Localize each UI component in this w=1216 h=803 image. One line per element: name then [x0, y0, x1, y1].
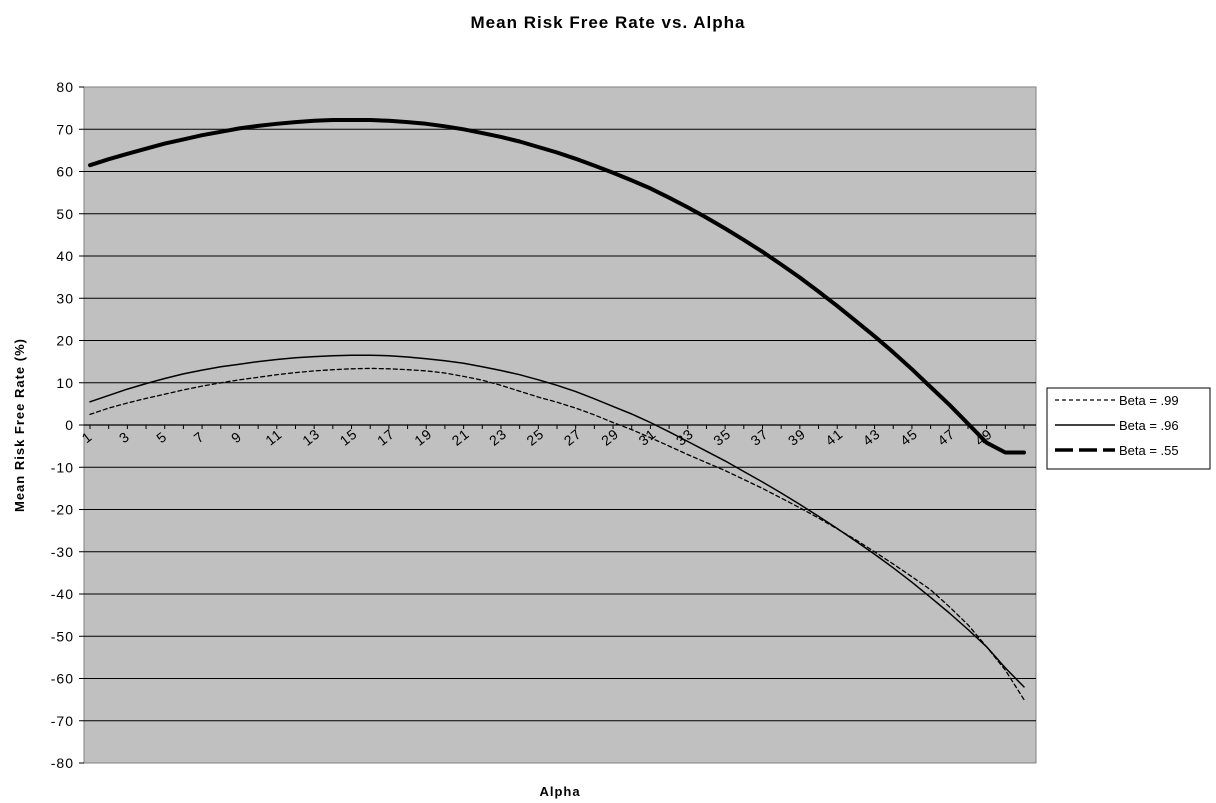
series-lines — [88, 118, 1026, 701]
y-tick-label: 20 — [56, 333, 74, 349]
legend-box — [1046, 387, 1211, 470]
legend-label-1: Beta = .99 — [1119, 393, 1179, 408]
y-tick-label: 40 — [56, 248, 74, 264]
y-tick-label: -10 — [51, 459, 74, 475]
y-tick-label: 60 — [56, 164, 74, 180]
series-line-2 — [89, 354, 1025, 688]
chart-title: Mean Risk Free Rate vs. Alpha — [471, 13, 746, 32]
y-tick-label: 0 — [65, 417, 74, 433]
y-tick-label: 50 — [56, 206, 74, 222]
legend: Beta = .99 Beta = .96 Beta = .55 — [1046, 387, 1211, 470]
y-tick-label: 80 — [56, 79, 74, 95]
y-tick-label: -30 — [51, 544, 74, 560]
y-tick-label: 10 — [56, 375, 74, 391]
series-line-3 — [88, 118, 1026, 455]
y-tick-label: -80 — [51, 755, 74, 771]
series-line-1 — [89, 367, 1025, 701]
legend-label-2: Beta = .96 — [1119, 418, 1179, 433]
y-axis-title: Mean Risk Free Rate (%) — [12, 338, 27, 512]
y-tick-label: -20 — [51, 502, 74, 518]
x-axis-title: Alpha — [539, 784, 580, 799]
y-tick-label: -50 — [51, 628, 74, 644]
y-tick-label: -60 — [51, 671, 74, 687]
y-tick-label: 70 — [56, 121, 74, 137]
y-tick-label: -40 — [51, 586, 74, 602]
y-tick-label: -70 — [51, 713, 74, 729]
y-axis-ticks: 80 70 60 50 40 30 20 10 0 -10 -20 -30 -40 -50 -60 -70 -8… — [51, 79, 84, 771]
legend-label-3: Beta = .55 — [1119, 443, 1179, 458]
y-tick-label: 30 — [56, 290, 74, 306]
